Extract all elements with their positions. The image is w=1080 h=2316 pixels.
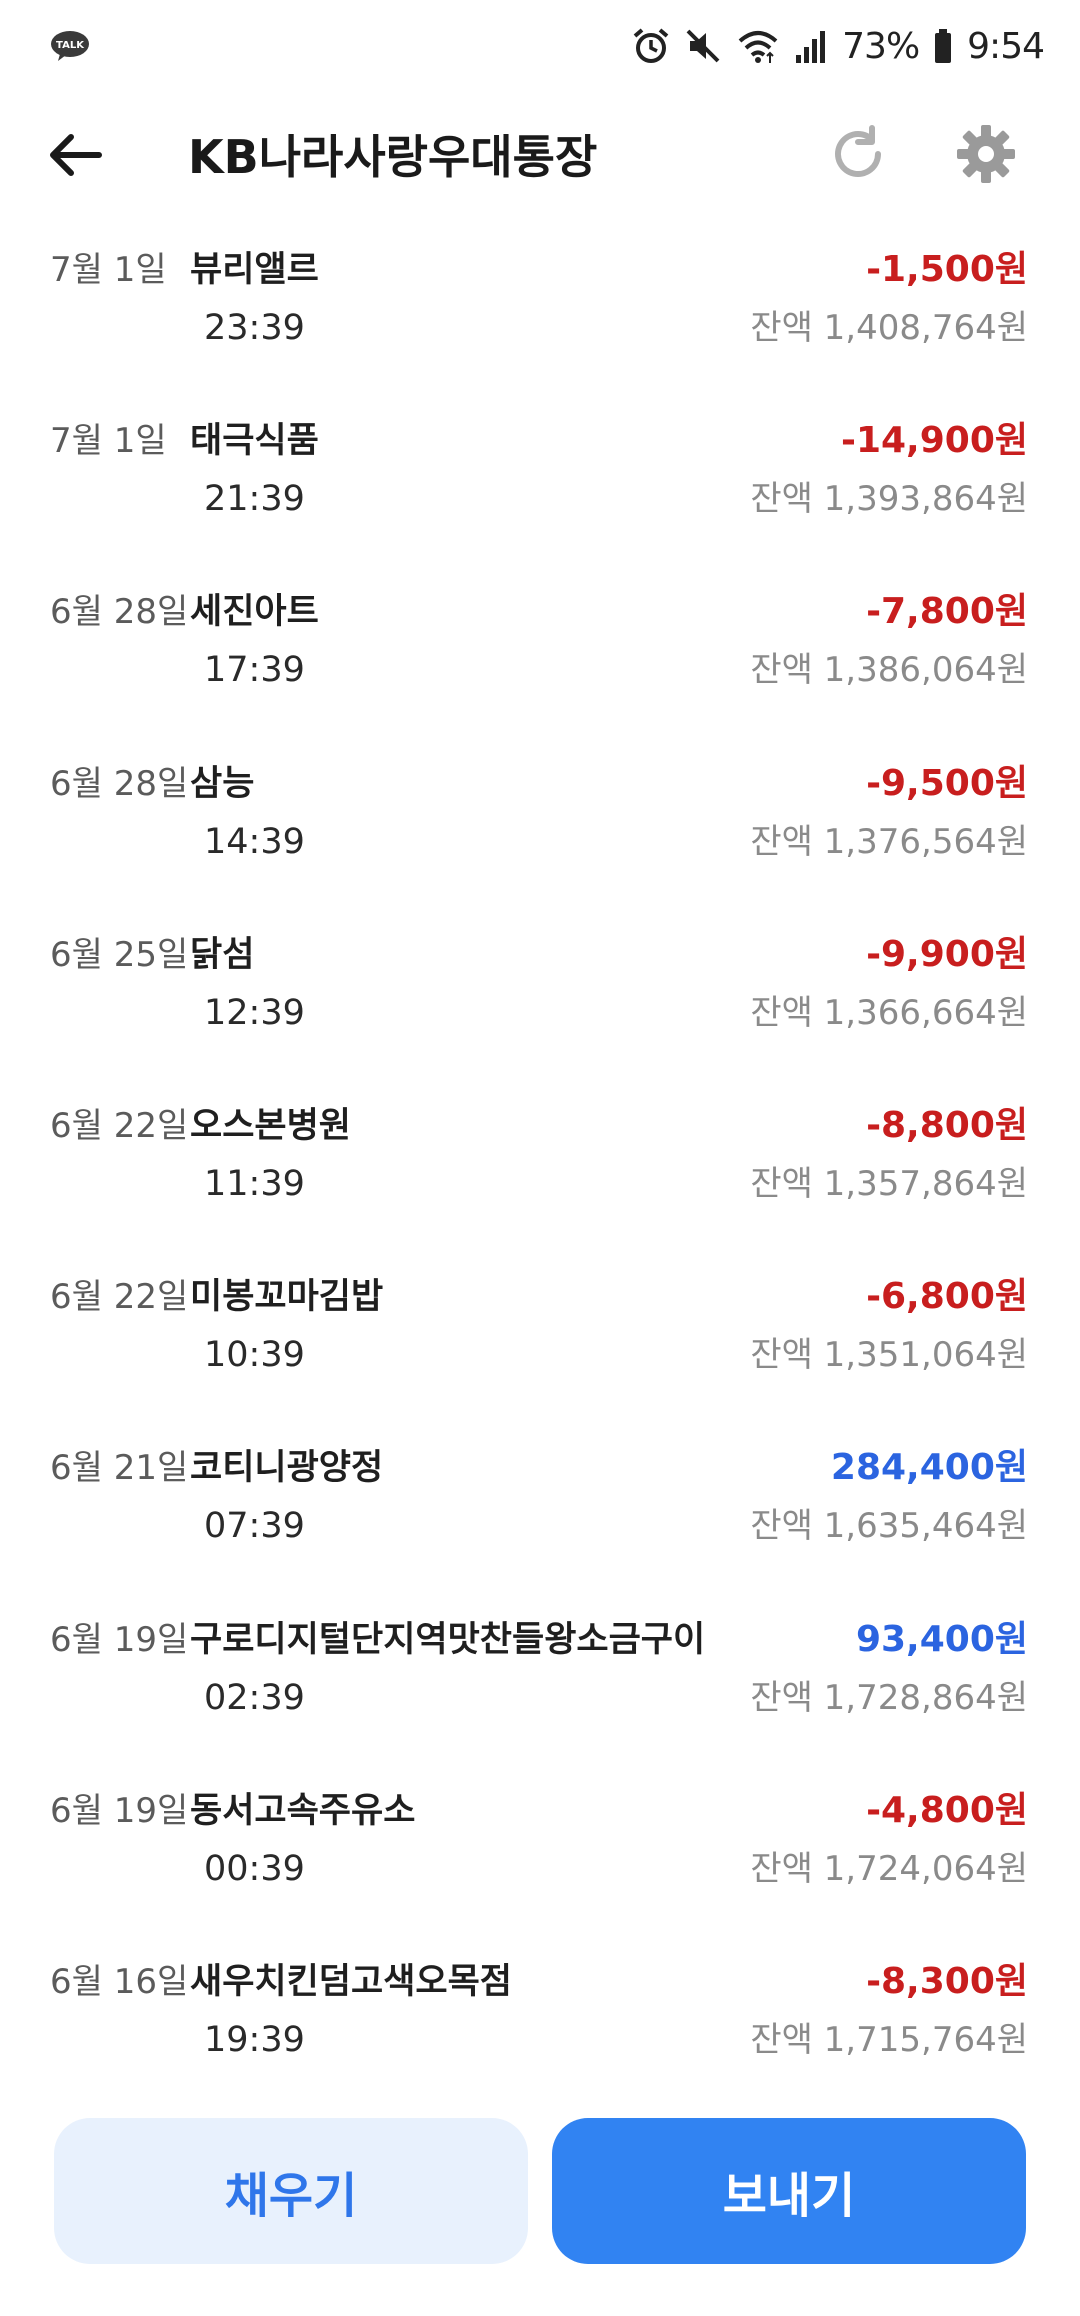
transaction-merchant: 세진아트 [190, 592, 319, 633]
transaction-amount: -8,800원 [866, 1104, 1028, 1146]
transaction-amount: -9,900원 [866, 933, 1028, 975]
transaction-balance: 잔액 1,408,764원 [750, 308, 1028, 348]
transaction-merchant: 닭섬 [190, 934, 255, 975]
transaction-date: 6월 28일 [50, 592, 189, 633]
transaction-date: 6월 25일 [50, 934, 189, 975]
transaction-merchant: 태극식품 [190, 421, 319, 462]
battery-icon [935, 29, 952, 63]
transaction-amount: 284,400원 [830, 1447, 1028, 1489]
mute-icon [686, 29, 720, 63]
transaction-balance: 잔액 1,386,064원 [750, 650, 1028, 691]
transaction-merchant: 코티니광양정 [190, 1448, 384, 1489]
transaction-merchant: 동서고속주유소 [190, 1790, 416, 1831]
refresh-icon [835, 125, 881, 177]
transaction-amount: 93,400원 [855, 1618, 1028, 1660]
transaction-date: 6월 22일 [50, 1277, 189, 1318]
transaction-balance: 잔액 1,376,564원 [750, 821, 1028, 862]
transaction-balance: 잔액 1,366,664원 [750, 992, 1028, 1033]
transaction-amount: -8,300원 [866, 1960, 1028, 2002]
alarm-icon [633, 28, 669, 63]
bottom-action-bar: 채우기 보내기 [0, 2110, 1080, 2316]
battery-percent: 73% [842, 25, 920, 67]
transaction-merchant: 구로디지털단지역맛찬들왕소금구이 [190, 1619, 706, 1660]
transaction-date: 6월 19일 [50, 1619, 189, 1660]
transaction-balance: 잔액 1,724,064원 [750, 1848, 1028, 1889]
send-button[interactable]: 보내기 [552, 2118, 1026, 2264]
transaction-merchant: 뷰리앨르 [190, 250, 319, 290]
transaction-date: 6월 28일 [50, 763, 189, 804]
page-title: KB나라사랑우대통장 [188, 130, 598, 184]
transaction-time: 02:39 [204, 1677, 305, 1718]
svg-text:TALK: TALK [56, 40, 85, 51]
transaction-merchant: 삼능 [190, 763, 255, 804]
transaction-merchant: 미봉꼬마김밥 [190, 1277, 384, 1318]
status-bar: TALK 73% 9:54 [0, 0, 1080, 96]
clock: 9:54 [967, 25, 1045, 67]
transaction-balance: 잔액 1,728,864원 [750, 1677, 1028, 1718]
transaction-time: 11:39 [204, 1163, 305, 1204]
back-button[interactable] [40, 120, 110, 190]
transaction-time: 12:39 [204, 992, 305, 1033]
transaction-time: 19:39 [204, 2019, 305, 2060]
transaction-time: 10:39 [204, 1335, 305, 1376]
transaction-merchant: 오스본병원 [190, 1105, 352, 1146]
signal-icon [796, 31, 826, 63]
transaction-time: 07:39 [204, 1506, 305, 1547]
fill-button[interactable]: 채우기 [54, 2118, 528, 2264]
transaction-balance: 잔액 1,351,064원 [750, 1335, 1028, 1376]
transaction-date: 6월 22일 [50, 1105, 189, 1146]
talk-icon: TALK [51, 31, 89, 61]
transaction-amount: -9,500원 [866, 762, 1028, 804]
transaction-amount: -7,800원 [866, 591, 1028, 633]
app-header: KB나라사랑우대통장 [0, 96, 1080, 246]
transaction-time: 17:39 [204, 650, 305, 691]
refresh-button[interactable] [820, 116, 896, 192]
transaction-time: 23:39 [204, 308, 305, 348]
transaction-date: 6월 16일 [50, 1961, 189, 2002]
wifi-icon [738, 31, 778, 63]
transaction-balance: 잔액 1,393,864원 [750, 479, 1028, 520]
transaction-amount: -4,800원 [866, 1789, 1028, 1831]
back-arrow-icon [50, 134, 102, 176]
transaction-date: 6월 19일 [50, 1790, 189, 1831]
transaction-date: 6월 21일 [50, 1448, 189, 1489]
status-icons: 73% 9:54 [632, 22, 1045, 70]
transaction-balance: 잔액 1,715,764원 [750, 2019, 1028, 2060]
transaction-time: 14:39 [204, 821, 305, 862]
transaction-amount: -6,800원 [866, 1276, 1028, 1318]
transaction-list[interactable]: 7월 1일 뷰리앨르 23:39 -1,500원 잔액 1,408,764원 7월 1일 태… [0, 246, 1080, 2129]
settings-button[interactable] [948, 116, 1024, 192]
transaction-time: 00:39 [204, 1848, 305, 1889]
transaction-balance: 잔액 1,357,864원 [750, 1163, 1028, 1204]
transaction-balance: 잔액 1,635,464원 [750, 1506, 1028, 1547]
transaction-date: 7월 1일 [50, 421, 167, 462]
transaction-time: 21:39 [204, 479, 305, 520]
transaction-amount: -1,500원 [866, 249, 1028, 290]
transaction-merchant: 새우치킨덤고색오목점 [190, 1961, 513, 2002]
gear-icon [957, 125, 1015, 183]
transaction-amount: -14,900원 [841, 420, 1028, 462]
transaction-date: 7월 1일 [50, 250, 167, 290]
